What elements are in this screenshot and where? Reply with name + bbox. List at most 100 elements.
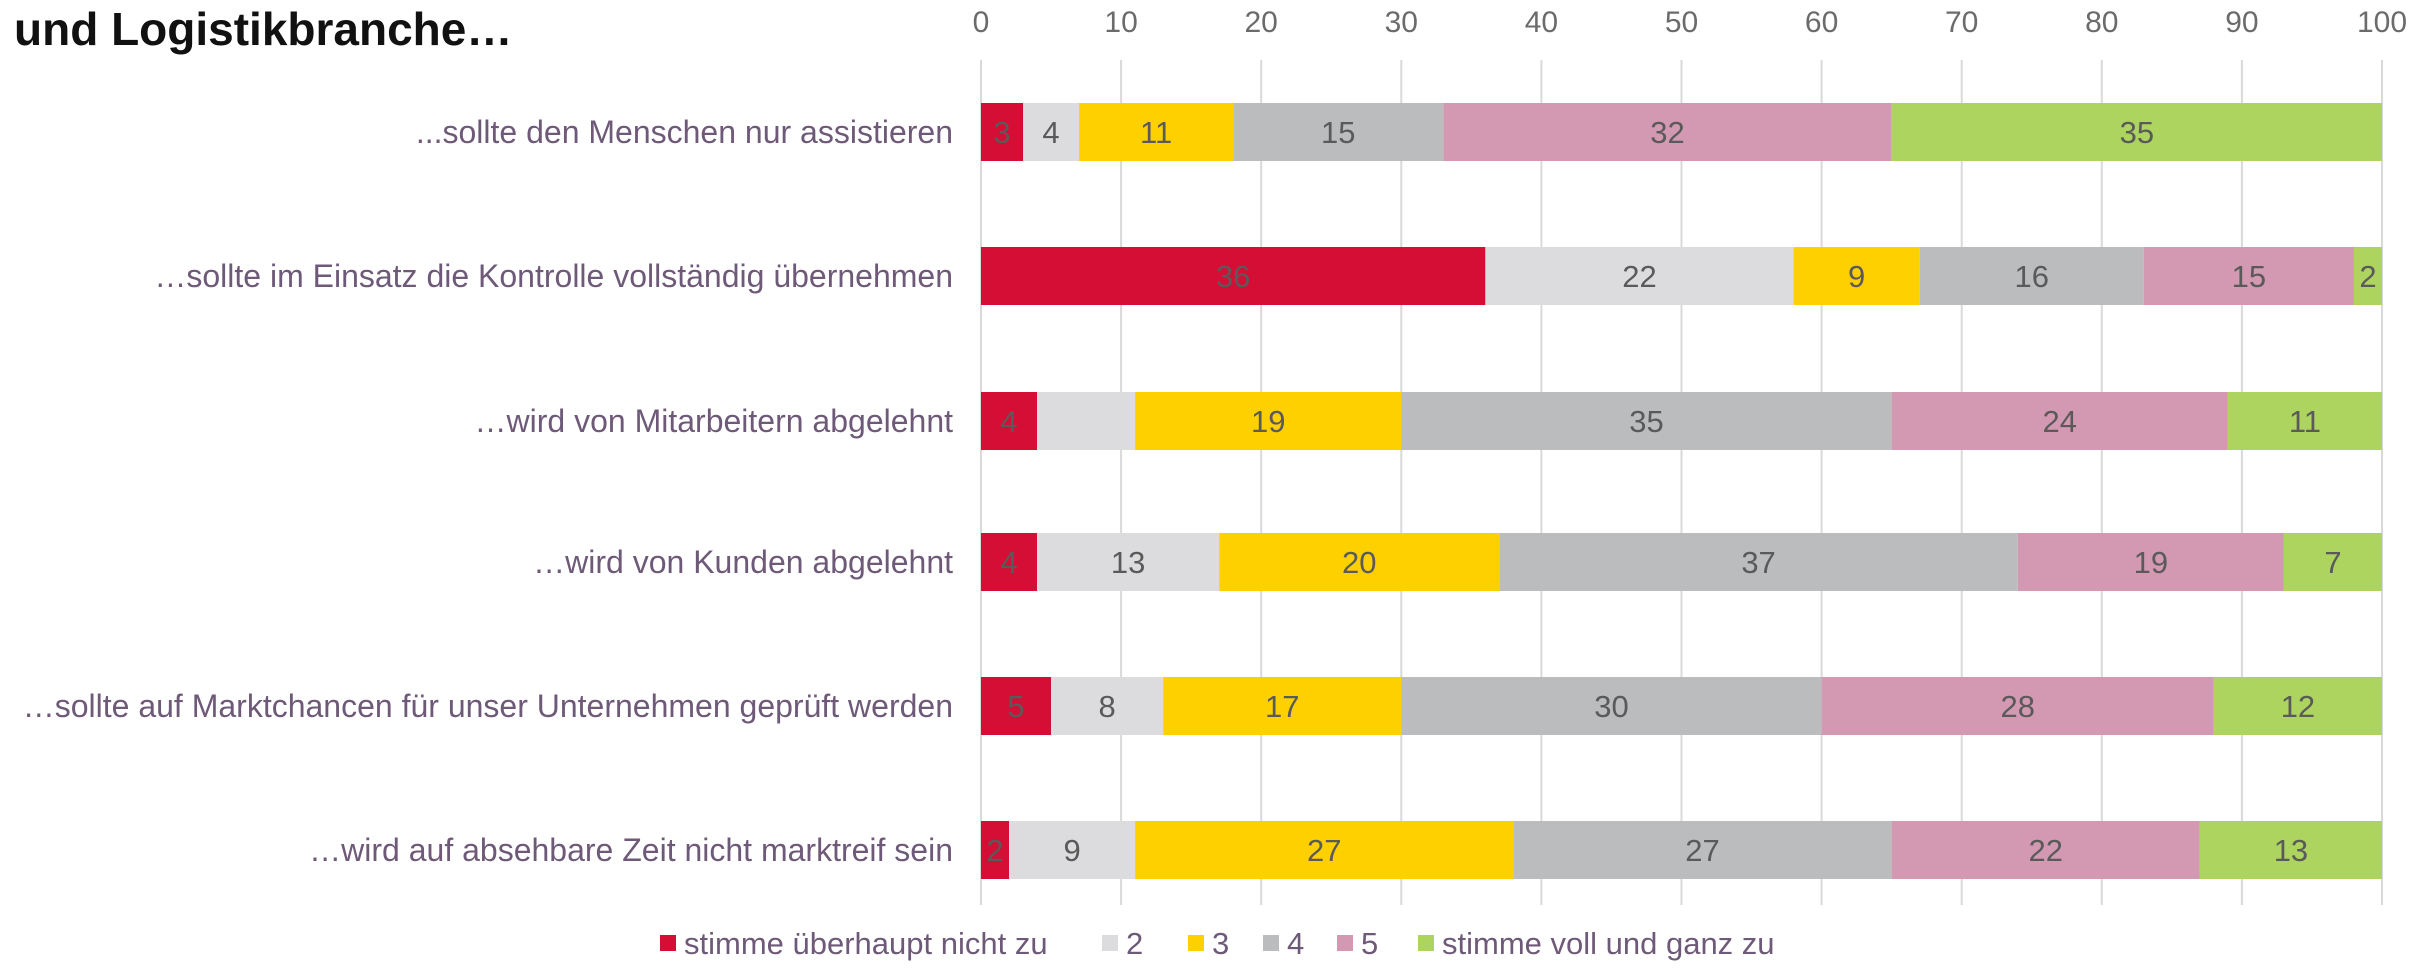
data-label: 13 [2274,833,2308,868]
data-label: 30 [1594,689,1628,724]
data-label: 28 [2000,689,2034,724]
bar-segment [1009,821,1136,879]
x-tick-label: 80 [2085,6,2118,39]
bar-segment [1891,392,2228,450]
legend-swatch [1102,935,1118,951]
bar-segment [1513,821,1892,879]
bar-segment [981,821,1010,879]
data-label: 32 [1650,115,1684,150]
data-label: 4 [1042,115,1059,150]
data-label: 15 [1321,115,1355,150]
x-axis-tick-labels: 0 10 20 30 40 50 60 70 80 90 100 [973,6,2407,39]
bar-segment [1079,103,1234,161]
bar-segment [1135,392,1402,450]
category-label: ...sollte den Menschen nur assistieren [416,114,953,150]
data-label: 9 [1848,259,1865,294]
x-tick-label: 50 [1665,6,1698,39]
bar-segment [1485,247,1794,305]
gridlines [980,60,2383,905]
data-label: 35 [1629,404,1663,439]
x-tick-label: 0 [973,6,990,39]
category-label: …wird von Mitarbeitern abgelehnt [475,403,954,439]
legend-label: 5 [1361,926,1378,961]
bar-segment [1891,103,2382,161]
data-label: 11 [2289,404,2321,439]
bar-segment [1499,533,2018,591]
bar-segment [2199,821,2382,879]
data-label: 2 [986,833,1003,868]
data-label: 19 [1251,404,1285,439]
legend-label: stimme voll und ganz zu [1442,926,1775,961]
bar-segment [1401,677,1822,735]
data-label: 27 [1685,833,1719,868]
data-label: 7 [2324,545,2341,580]
data-label: 27 [1307,833,1341,868]
x-tick-label: 60 [1805,6,1838,39]
bar-segment [1891,821,2200,879]
data-label: 22 [2029,833,2063,868]
data-label: 3 [993,115,1010,150]
chart-title: und Logistikbranche… [14,3,513,55]
bar-segment [1821,677,2214,735]
data-label: 24 [2043,404,2077,439]
x-tick-label: 100 [2357,6,2407,39]
data-label: 37 [1741,545,1775,580]
x-tick-label: 90 [2225,6,2258,39]
bar-segment [2353,247,2382,305]
data-label: 4 [1000,545,1017,580]
data-label: 35 [2120,115,2154,150]
data-label: 13 [1111,545,1145,580]
category-labels: ...sollte den Menschen nur assistieren …s… [23,114,953,868]
data-label: 8 [1098,689,1115,724]
bar-segment [1023,103,1080,161]
legend-swatch [1337,935,1353,951]
bar-segment [981,392,1038,450]
bar-segment [1037,392,1136,450]
bar-segment [1233,103,1444,161]
legend-label: 3 [1212,926,1229,961]
legend-swatch [1188,935,1204,951]
bar-segment [1401,392,1892,450]
x-tick-label: 30 [1385,6,1418,39]
x-tick-label: 70 [1945,6,1978,39]
category-label: …sollte im Einsatz die Kontrolle vollstä… [154,258,953,294]
data-label: 20 [1342,545,1376,580]
bar-segment [1163,677,1402,735]
data-label: 15 [2232,259,2266,294]
bar-segment [2017,533,2284,591]
legend-swatch [1263,935,1279,951]
data-label: 12 [2281,689,2315,724]
category-label: …wird auf absehbare Zeit nicht marktreif… [309,832,953,868]
bar-segment [981,533,1038,591]
bar-segments [981,103,2382,879]
bar-segment [981,247,1486,305]
bar-segment [1135,821,1514,879]
legend-swatch [660,935,676,951]
data-label: 22 [1622,259,1656,294]
legend: stimme überhaupt nicht zu 2 3 4 5 stimme voll… [660,926,1775,961]
legend-label: 2 [1126,926,1143,961]
data-label: 9 [1063,833,1080,868]
data-label: 16 [2015,259,2049,294]
bar-segment [1037,533,1220,591]
legend-label: stimme überhaupt nicht zu [684,926,1048,961]
data-label: 19 [2134,545,2168,580]
legend-label: 4 [1287,926,1304,961]
x-tick-label: 10 [1104,6,1137,39]
bar-segment [1219,533,1500,591]
data-label: 36 [1216,259,1250,294]
bar-segment [1919,247,2144,305]
data-label: 2 [2359,259,2376,294]
category-label: …sollte auf Marktchancen für unser Unter… [23,688,953,724]
data-label: 5 [1007,689,1024,724]
bar-segment [2227,392,2382,450]
bar-segment [1443,103,1892,161]
bar-segment [2213,677,2382,735]
data-label: 11 [1140,115,1172,150]
category-label: …wird von Kunden abgelehnt [533,544,953,580]
bar-segment [1051,677,1164,735]
bar-segment [2143,247,2354,305]
data-label: 17 [1265,689,1299,724]
